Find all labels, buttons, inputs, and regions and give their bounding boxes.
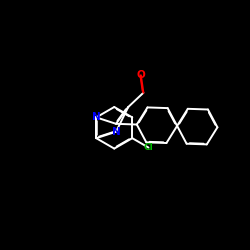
Text: O: O	[136, 70, 145, 80]
Text: N: N	[92, 112, 101, 122]
Text: N: N	[112, 127, 120, 137]
Text: Cl: Cl	[144, 143, 153, 152]
